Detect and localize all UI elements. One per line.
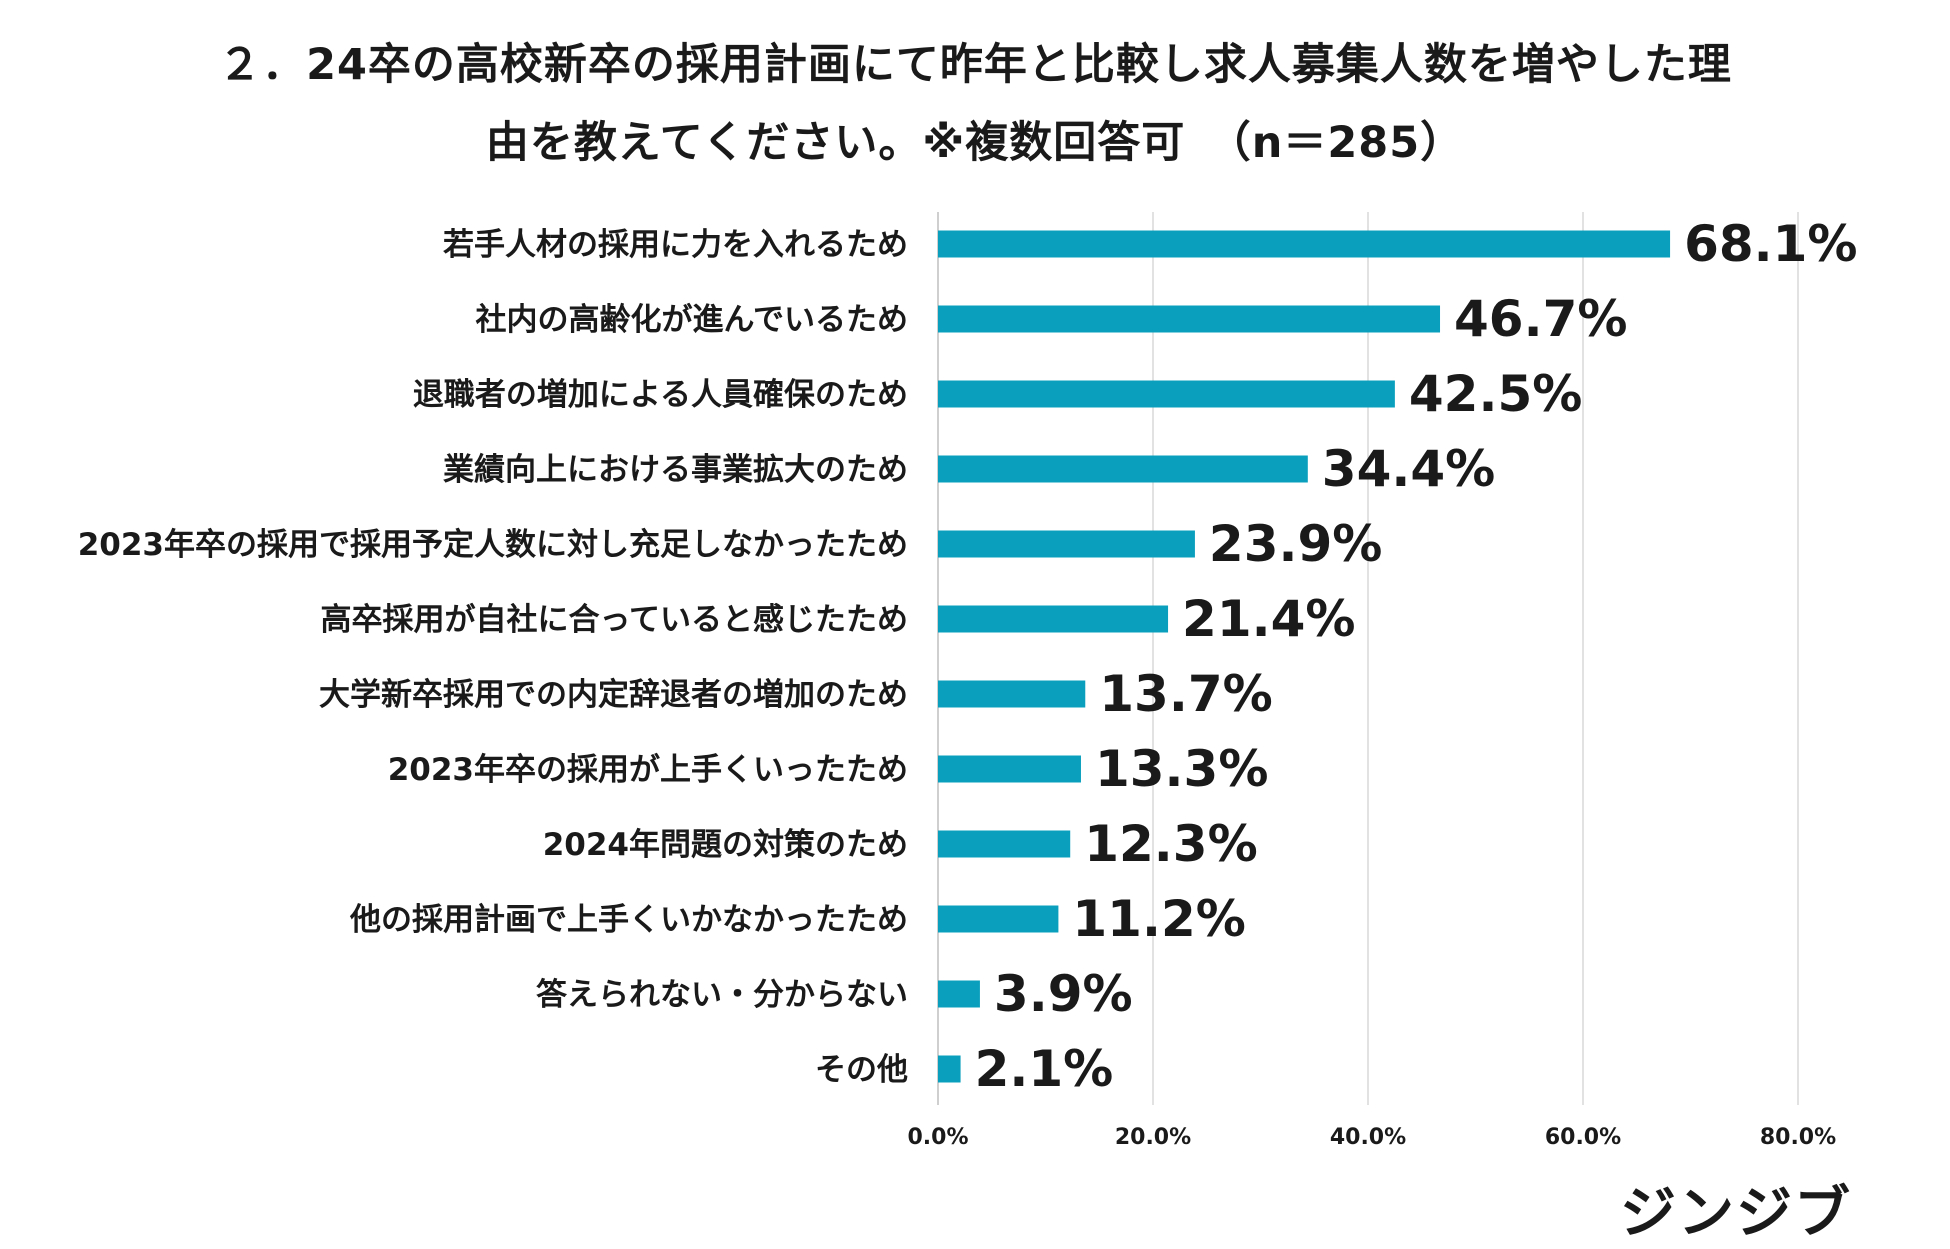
value-label: 2.1% [975, 1040, 1114, 1098]
value-label: 42.5% [1409, 365, 1582, 423]
x-tick-label: 40.0% [1330, 1125, 1406, 1150]
value-label: 68.1% [1684, 215, 1857, 273]
value-label: 3.9% [994, 965, 1133, 1023]
category-label: 2023年卒の採用で採用予定人数に対し充足しなかったため [78, 527, 908, 563]
category-label: その他 [815, 1052, 908, 1088]
value-label: 12.3% [1084, 815, 1257, 873]
value-label: 13.7% [1099, 665, 1272, 723]
bar [938, 605, 1169, 633]
bar [938, 830, 1071, 858]
x-tick-label: 20.0% [1115, 1125, 1191, 1150]
value-label: 13.3% [1095, 740, 1268, 798]
value-label: 11.2% [1072, 890, 1245, 948]
category-label: 大学新卒採用での内定辞退者の増加のため [319, 677, 908, 713]
value-label: 34.4% [1322, 440, 1495, 498]
category-label: 社内の高齢化が進んでいるため [476, 302, 908, 338]
category-label: 退職者の増加による人員確保のため [413, 377, 908, 413]
bar [938, 380, 1395, 408]
bar [938, 755, 1081, 783]
category-label: 他の採用計画で上手くいかなかったため [349, 902, 908, 938]
bar [938, 230, 1671, 258]
x-tick-label: 0.0% [907, 1125, 968, 1150]
bar [938, 905, 1059, 933]
chart-title-line1: ２．24卒の高校新卒の採用計画にて昨年と比較し求人募集人数を増やした理 [218, 40, 1732, 90]
category-label: 2024年問題の対策のため [543, 827, 908, 863]
category-label: 業績向上における事業拡大のため [443, 452, 908, 488]
category-label: 高卒採用が自社に合っていると感じたため [321, 602, 908, 638]
category-label: 2023年卒の採用が上手くいったため [388, 752, 908, 788]
jinjib-logo: ジンジブ [1620, 1181, 1852, 1246]
x-tick-label: 80.0% [1760, 1125, 1836, 1150]
category-label: 若手人材の採用に力を入れるため [443, 227, 908, 263]
value-label: 21.4% [1182, 590, 1355, 648]
value-label: 23.9% [1209, 515, 1382, 573]
bar [938, 305, 1441, 333]
bar [938, 980, 980, 1008]
value-label: 46.7% [1454, 290, 1627, 348]
category-label: 答えられない・分からない [536, 977, 908, 1013]
chart-title-line2: 由を教えてください。※複数回答可 （n＝285） [485, 118, 1465, 168]
bar [938, 530, 1195, 558]
bar [938, 1055, 961, 1083]
bar [938, 455, 1308, 483]
x-tick-label: 60.0% [1545, 1125, 1621, 1150]
bar [938, 680, 1086, 708]
